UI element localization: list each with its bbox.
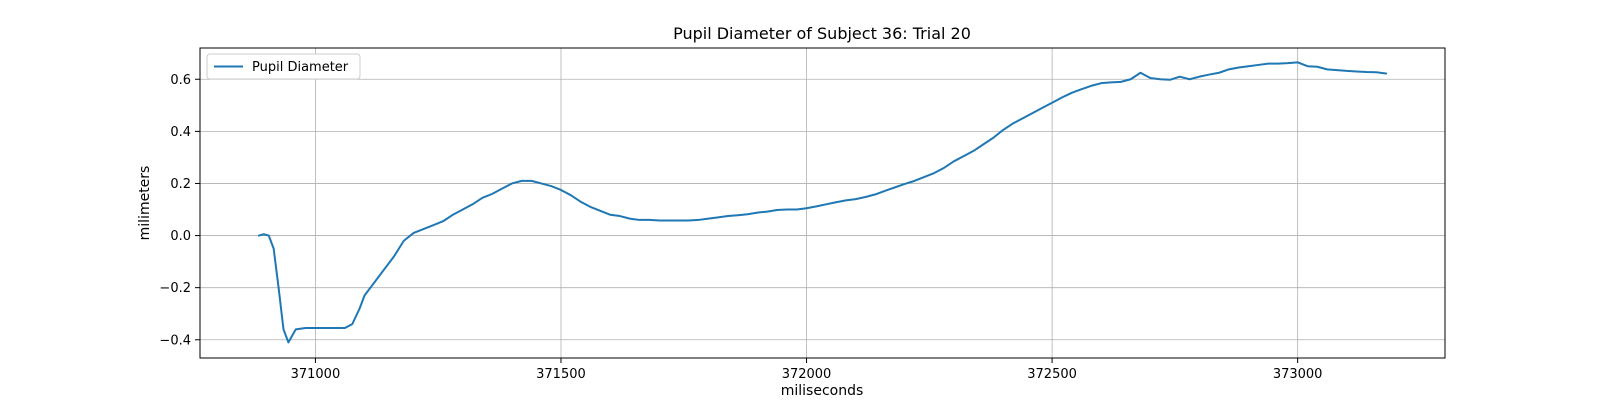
legend-box	[206, 53, 361, 80]
x-tick-label: 373000	[1273, 367, 1323, 382]
plot-area-background	[200, 48, 1445, 358]
x-axis: 371000 371500 372000 372500 373000	[291, 358, 1323, 382]
x-axis-title: miliseconds	[781, 383, 864, 399]
x-tick-label: 371500	[536, 367, 586, 382]
y-tick-label: −0.2	[159, 281, 191, 296]
series-line-pupil-diameter	[257, 61, 1388, 344]
y-tick-label: −0.4	[159, 333, 191, 348]
y-tick-label: 0.6	[170, 73, 191, 88]
y-tick-label: 0.0	[170, 229, 191, 244]
series-layer	[257, 61, 1388, 344]
x-tick-label: 371000	[291, 367, 341, 382]
x-tick-label: 372500	[1027, 367, 1077, 382]
y-axis-title: milimeters	[137, 166, 153, 241]
y-tick-label: 0.4	[170, 125, 191, 140]
y-tick-label: 0.2	[170, 177, 191, 192]
x-tick-label: 372000	[782, 367, 832, 382]
legend: Pupil Diameter	[206, 53, 361, 80]
grid	[200, 48, 1445, 358]
plot-frame	[199, 47, 1446, 359]
chart-title: Pupil Diameter of Subject 36: Trial 20	[673, 24, 971, 43]
y-axis: −0.4 −0.2 0.0 0.2 0.4 0.6	[159, 73, 200, 348]
legend-label: Pupil Diameter	[252, 60, 349, 75]
